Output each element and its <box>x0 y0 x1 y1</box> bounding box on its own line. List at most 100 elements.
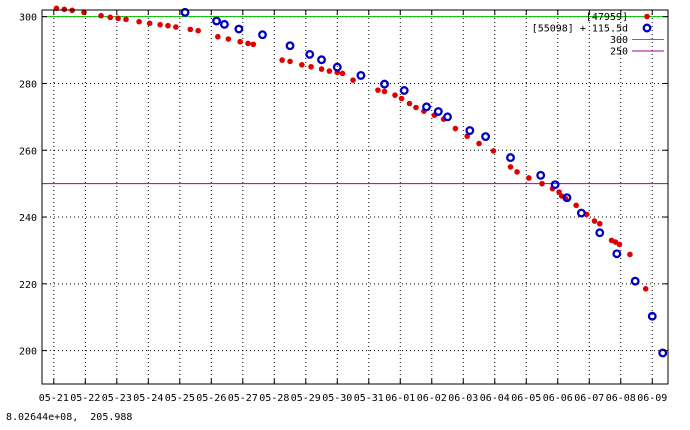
point-series-1 <box>433 107 443 116</box>
point-series-0 <box>279 57 285 63</box>
point-series-1 <box>332 62 342 72</box>
x-tick-label: 06-05 <box>511 393 541 404</box>
point-series-1 <box>305 49 315 59</box>
reference-lines <box>42 16 668 185</box>
point-series-1 <box>481 132 491 142</box>
legend-swatch <box>642 23 652 33</box>
point-series-0 <box>165 22 171 29</box>
point-series-1 <box>422 102 431 112</box>
point-series-1 <box>550 180 560 190</box>
point-series-0 <box>308 63 314 70</box>
point-series-0 <box>406 100 413 107</box>
x-tick-label: 06-04 <box>480 393 510 404</box>
point-series-1 <box>630 276 640 286</box>
point-series-0 <box>245 40 251 47</box>
point-series-1 <box>399 86 409 95</box>
x-tick-label: 06-02 <box>417 393 447 404</box>
point-series-1 <box>465 126 475 135</box>
point-series-0 <box>250 41 257 48</box>
point-series-0 <box>107 14 114 21</box>
point-series-1 <box>506 153 515 163</box>
point-series-0 <box>616 241 623 248</box>
grid <box>42 10 668 384</box>
point-series-0 <box>398 95 405 102</box>
point-series-0 <box>350 77 356 83</box>
legend-label: 250 <box>610 47 628 58</box>
x-tick-label: 06-09 <box>637 393 667 404</box>
point-series-0 <box>627 251 633 258</box>
x-tick-label: 06-03 <box>448 393 478 404</box>
point-series-1 <box>443 112 452 122</box>
point-series-0 <box>318 66 325 72</box>
point-series-1 <box>219 19 229 29</box>
point-series-0 <box>490 148 497 154</box>
y-tick-label: 240 <box>19 213 37 224</box>
point-series-0 <box>195 27 201 34</box>
x-tick-label: 05-30 <box>322 393 352 404</box>
point-series-1 <box>576 208 586 218</box>
legend-label: [55098] + 115.5d <box>532 24 628 35</box>
x-tick-label: 05-21 <box>39 393 69 404</box>
x-tick-label: 05-28 <box>259 393 289 404</box>
point-series-0 <box>123 16 129 23</box>
point-series-0 <box>98 12 104 19</box>
point-series-0 <box>642 286 649 292</box>
point-series-0 <box>507 164 514 170</box>
point-series-1 <box>595 228 605 238</box>
point-series-0 <box>146 20 153 27</box>
data-points <box>53 5 668 358</box>
point-series-0 <box>596 220 603 227</box>
legend-label: [47959] <box>586 12 628 23</box>
y-tick-label: 280 <box>19 79 37 90</box>
point-series-0 <box>115 15 121 22</box>
point-series-1 <box>562 193 572 203</box>
point-series-0 <box>326 68 333 74</box>
point-series-0 <box>375 87 381 93</box>
point-series-0 <box>591 218 598 224</box>
point-series-0 <box>573 202 579 209</box>
point-series-0 <box>392 92 398 98</box>
point-series-0 <box>514 169 520 175</box>
y-tick-label: 220 <box>19 280 37 291</box>
point-series-1 <box>647 311 657 321</box>
point-series-1 <box>356 70 366 80</box>
plot-frame <box>41 9 669 385</box>
point-series-0 <box>157 21 163 28</box>
point-series-0 <box>215 33 221 40</box>
point-series-1 <box>612 249 622 259</box>
axis-ticks: 05-21 05-22 05-23 05-24 05-25 05-26 05-27 05-28… <box>19 10 668 404</box>
x-tick-label: 06-07 <box>574 393 604 404</box>
x-tick-label: 05-25 <box>165 393 195 404</box>
point-series-0 <box>413 104 419 111</box>
x-tick-label: 05-23 <box>102 393 132 404</box>
point-series-1 <box>380 79 389 89</box>
point-series-0 <box>339 70 346 77</box>
point-series-1 <box>212 16 221 26</box>
point-series-1 <box>658 348 668 358</box>
point-series-0 <box>476 140 482 147</box>
point-series-1 <box>234 24 244 34</box>
x-tick-label: 05-29 <box>291 393 321 404</box>
point-series-0 <box>225 36 232 42</box>
point-series-0 <box>173 24 179 30</box>
y-tick-label: 200 <box>19 347 37 358</box>
y-tick-label: 260 <box>19 146 37 157</box>
x-tick-label: 05-26 <box>196 393 226 404</box>
point-series-1 <box>536 170 546 180</box>
point-series-1 <box>258 30 267 40</box>
legend-swatch <box>644 13 650 20</box>
point-series-1 <box>180 7 190 17</box>
point-series-0 <box>61 6 68 13</box>
x-tick-label: 05-22 <box>70 393 100 404</box>
point-series-0 <box>287 58 293 65</box>
x-tick-label: 06-06 <box>543 393 573 404</box>
point-series-0 <box>556 189 562 195</box>
y-tick-label: 300 <box>19 13 37 24</box>
legend-label: 300 <box>610 35 628 46</box>
point-series-0 <box>526 175 532 181</box>
point-series-0 <box>381 88 388 95</box>
point-series-0 <box>136 18 142 25</box>
point-series-1 <box>317 55 326 65</box>
